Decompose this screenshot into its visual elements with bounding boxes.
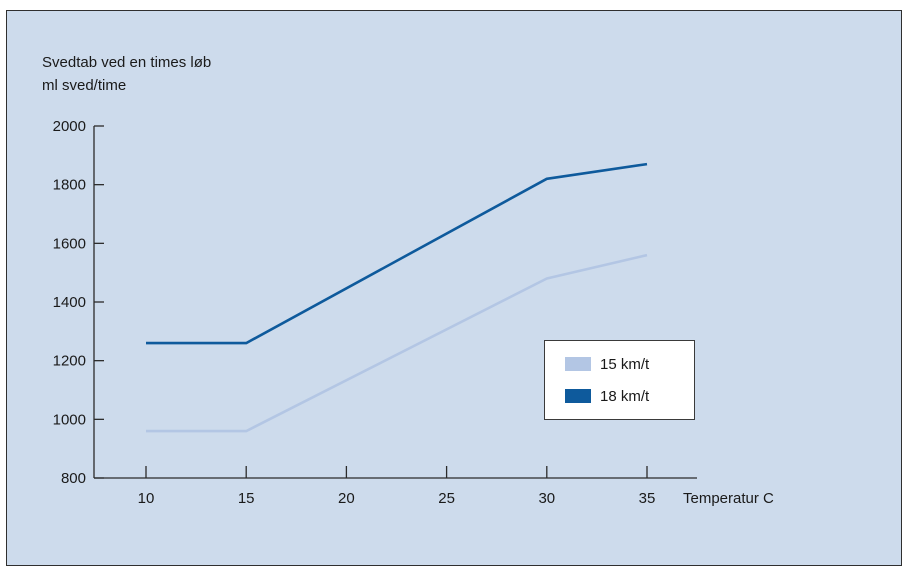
y-tick-label: 800 xyxy=(61,470,86,487)
y-tick-label: 1200 xyxy=(53,353,86,370)
x-tick-label: 15 xyxy=(238,490,255,507)
y-tick-label: 1000 xyxy=(53,411,86,428)
y-tick-label: 2000 xyxy=(53,118,86,135)
series-line-15-kmt xyxy=(146,253,648,433)
x-tick-label: 25 xyxy=(438,490,455,507)
x-tick-label: 35 xyxy=(639,490,656,507)
y-tick-label: 1800 xyxy=(53,177,86,194)
x-tick-label: 10 xyxy=(138,490,155,507)
legend-swatch xyxy=(565,357,591,371)
legend-item-18-kmt: 18 km/t xyxy=(565,386,649,406)
x-tick-label: 30 xyxy=(538,490,555,507)
y-axis-title-line-2: ml sved/time xyxy=(42,77,126,94)
y-tick-label: 1600 xyxy=(53,235,86,252)
x-tick-label: 20 xyxy=(338,490,355,507)
legend: 15 km/t 18 km/t xyxy=(544,340,695,420)
legend-label: 18 km/t xyxy=(600,387,650,405)
x-axis-title: Temperatur C xyxy=(683,490,774,507)
legend-swatch xyxy=(565,389,591,403)
y-axis-title-line-1: Svedtab ved en times løb xyxy=(42,54,211,71)
y-tick-label: 1400 xyxy=(53,294,86,311)
legend-label: 15 km/t xyxy=(600,355,650,373)
chart-panel xyxy=(6,10,902,566)
legend-item-15-kmt: 15 km/t xyxy=(565,354,649,374)
series-line-18-kmt xyxy=(146,162,648,345)
